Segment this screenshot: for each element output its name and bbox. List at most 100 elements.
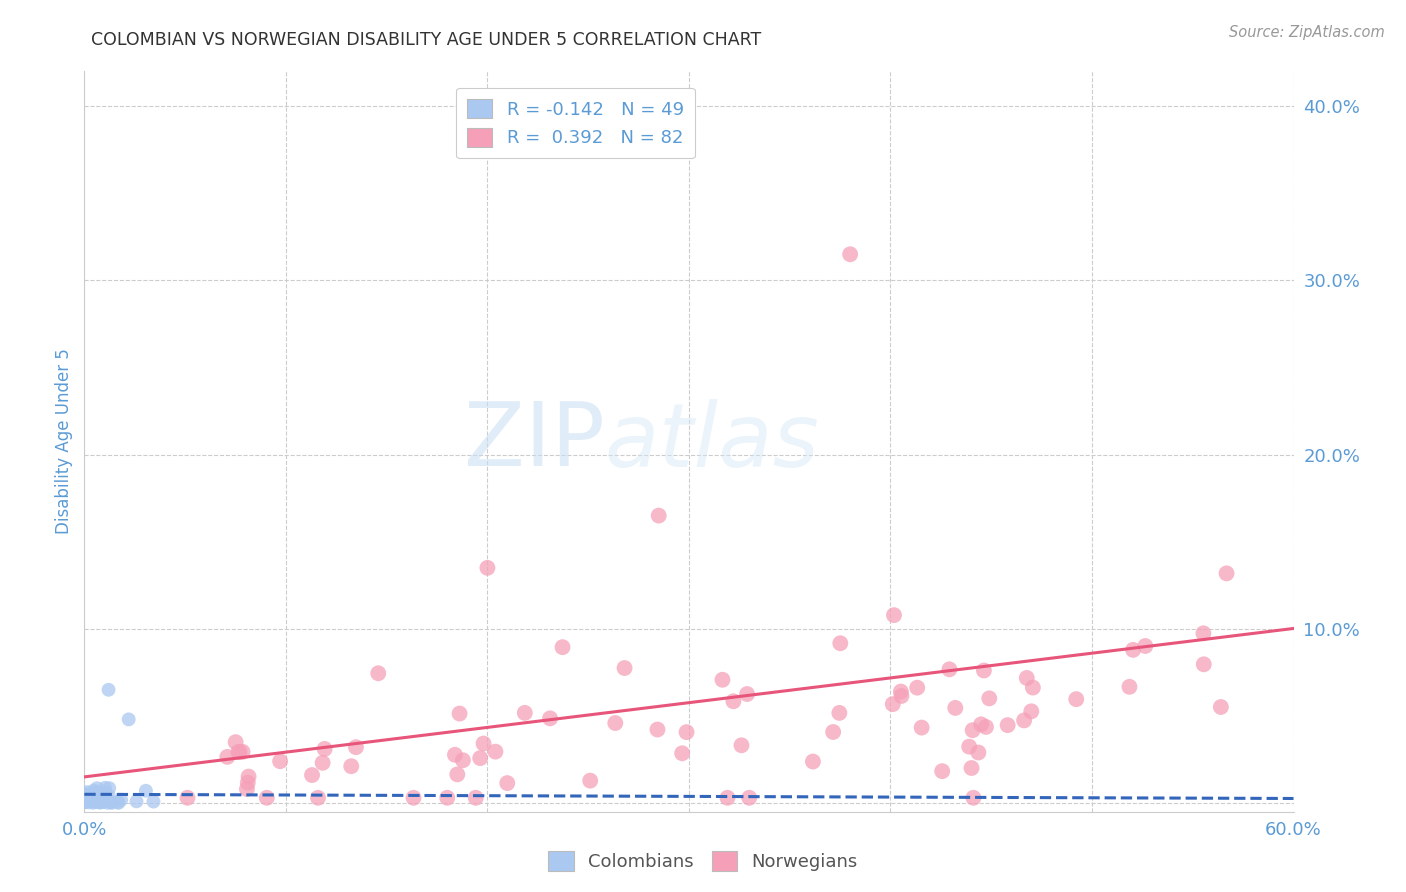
Point [470,751,492,765]
Point [125,794,148,808]
Point [228,745,250,759]
Point [89,788,111,802]
Point [436,790,458,805]
Point [84,794,107,808]
Point [830,636,852,650]
Point [75,794,97,808]
Point [973,664,995,678]
Point [477,561,499,575]
Point [73,792,96,806]
Point [579,773,602,788]
Point [1135,639,1157,653]
Point [110,793,132,807]
Point [79,793,101,807]
Point [307,790,329,805]
Point [73,794,96,808]
Point [176,790,198,805]
Point [890,689,912,703]
Point [344,740,367,755]
Point [938,662,960,676]
Point [76,788,98,802]
Point [444,747,467,762]
Point [823,725,845,739]
Point [100,795,122,809]
Point [97,796,120,810]
Point [97,789,120,803]
Point [225,735,247,749]
Point [931,764,953,779]
Text: Source: ZipAtlas.com: Source: ZipAtlas.com [1229,25,1385,40]
Point [73,787,96,801]
Point [960,761,983,775]
Point [301,768,323,782]
Point [76,792,98,806]
Point [723,694,745,708]
Point [226,745,249,759]
Point [82,789,104,804]
Point [484,745,506,759]
Point [107,795,129,809]
Point [89,795,111,809]
Point [75,795,97,809]
Point [75,795,97,809]
Text: COLOMBIAN VS NORWEGIAN DISABILITY AGE UNDER 5 CORRELATION CHART: COLOMBIAN VS NORWEGIAN DISABILITY AGE UN… [91,31,762,49]
Point [828,706,851,720]
Point [217,750,239,764]
Point [84,788,107,802]
Point [472,737,495,751]
Point [1064,692,1087,706]
Point [84,791,107,805]
Point [82,796,104,810]
Point [142,795,165,809]
Point [801,755,824,769]
Point [94,785,117,799]
Point [671,747,693,761]
Point [311,756,333,770]
Point [76,790,98,805]
Point [496,776,519,790]
Point [675,725,697,739]
Point [957,739,980,754]
Point [735,687,758,701]
Point [449,706,471,721]
Point [340,759,363,773]
Text: atlas: atlas [605,399,820,484]
Point [911,721,934,735]
Point [97,793,120,807]
Y-axis label: Disability Age Under 5: Disability Age Under 5 [55,349,73,534]
Point [1209,700,1232,714]
Point [86,789,108,804]
Point [118,712,141,726]
Point [1015,671,1038,685]
Point [464,790,486,805]
Point [882,697,904,711]
Point [962,723,984,738]
Point [84,795,107,809]
Point [890,684,912,698]
Point [83,783,105,797]
Point [1122,643,1144,657]
Point [979,691,1001,706]
Point [943,701,966,715]
Point [613,661,636,675]
Point [605,716,627,731]
Point [76,794,98,808]
Text: ZIP: ZIP [464,398,605,485]
Point [367,666,389,681]
Point [716,790,738,805]
Point [974,720,997,734]
Point [730,739,752,753]
Point [94,780,117,795]
Point [967,746,990,760]
Point [1021,704,1043,718]
Point [1215,566,1237,581]
Point [551,640,574,655]
Point [101,796,124,810]
Point [238,770,260,784]
Point [905,681,928,695]
Legend: Colombians, Norwegians: Colombians, Norwegians [541,844,865,879]
Point [648,508,671,523]
Point [997,718,1019,732]
Point [962,790,984,805]
Point [970,717,993,731]
